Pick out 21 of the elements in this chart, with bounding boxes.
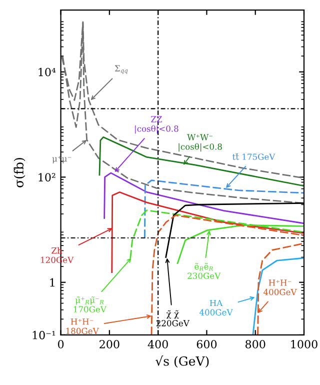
- x-tick-label: 400: [148, 340, 168, 348]
- x-axis-title: √s (GeV): [156, 355, 209, 368]
- annotation: Σ$_{qq}$: [114, 65, 128, 74]
- y-axis-title: σ(fb): [14, 158, 26, 188]
- annotation: HA 400GeV: [199, 300, 233, 316]
- x-tick-label: 600: [196, 340, 217, 348]
- annotation: ZZ |cosθ|<0.8: [135, 116, 178, 134]
- annotation: H⁺H⁻ 180GeV: [66, 318, 99, 334]
- y-tick-label: 1: [50, 278, 54, 287]
- y-tick-label: 10⁻¹: [32, 330, 56, 340]
- x-tick-label: 1000: [291, 340, 318, 348]
- annotation: tt̄ 175GeV: [232, 154, 276, 160]
- annotation: μ̃⁺$_{R}$μ̃⁻$_{R}$ 170GeV: [74, 296, 107, 312]
- x-tick-label: 800: [246, 340, 266, 348]
- x-tick-label: 200: [100, 340, 120, 348]
- y-tick-label: 10²: [38, 173, 56, 182]
- x-tick-label: 0: [58, 340, 64, 348]
- annotation: H⁺H⁻ 400GeV: [264, 280, 297, 296]
- annotation: ẽ$_{R}$ẽ$_{R}$ 230GeV: [188, 262, 221, 279]
- y-tick-label: 10⁴: [38, 68, 56, 76]
- annotation: W⁺W⁻ |cosθ|<0.8: [178, 134, 222, 152]
